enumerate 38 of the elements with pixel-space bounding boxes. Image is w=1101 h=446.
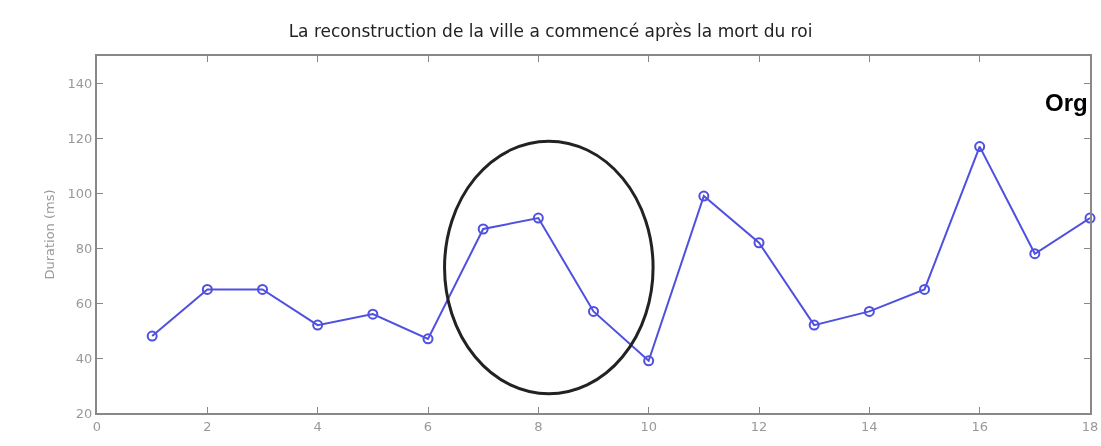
x-tick-label: 2 (203, 418, 212, 434)
x-tick-label: 16 (971, 418, 988, 434)
point (532, 212, 544, 224)
y-tick-label: 60 (75, 295, 93, 311)
point (643, 355, 655, 367)
x-tick-label: 6 (423, 418, 433, 434)
point (808, 319, 820, 331)
point (974, 141, 986, 153)
point (367, 308, 379, 320)
y-tick-label: 20 (75, 405, 93, 421)
y-tick-label: 120 (67, 130, 93, 146)
point (1029, 248, 1041, 260)
y-tick-label: 140 (67, 76, 93, 92)
x-tick-label: 14 (861, 418, 878, 434)
x-tick-label: 8 (534, 418, 543, 434)
point (1084, 212, 1096, 224)
x-tick-label: 10 (640, 418, 657, 434)
x-tick-label: 18 (1081, 418, 1099, 434)
y-tick-label: 100 (67, 185, 93, 201)
point (422, 333, 434, 345)
point (919, 283, 930, 295)
x-tick-label: 4 (313, 418, 322, 434)
point (588, 305, 599, 317)
point (477, 223, 489, 235)
y-axis-title: Duration (ms) (42, 189, 58, 280)
point (863, 305, 875, 317)
point (312, 319, 324, 331)
point (201, 283, 213, 295)
chart-title: La reconstruction de la ville a commencé après la mort du roi (288, 21, 813, 42)
point (753, 237, 765, 249)
point (257, 283, 268, 295)
point (698, 190, 710, 202)
x-tick-label: 0 (92, 418, 102, 434)
y-tick-label: 80 (75, 240, 93, 256)
x-tick-label: 12 (750, 418, 768, 434)
point (146, 330, 158, 342)
annotation: Org (1045, 89, 1088, 116)
y-tick-label: 40 (75, 350, 93, 366)
